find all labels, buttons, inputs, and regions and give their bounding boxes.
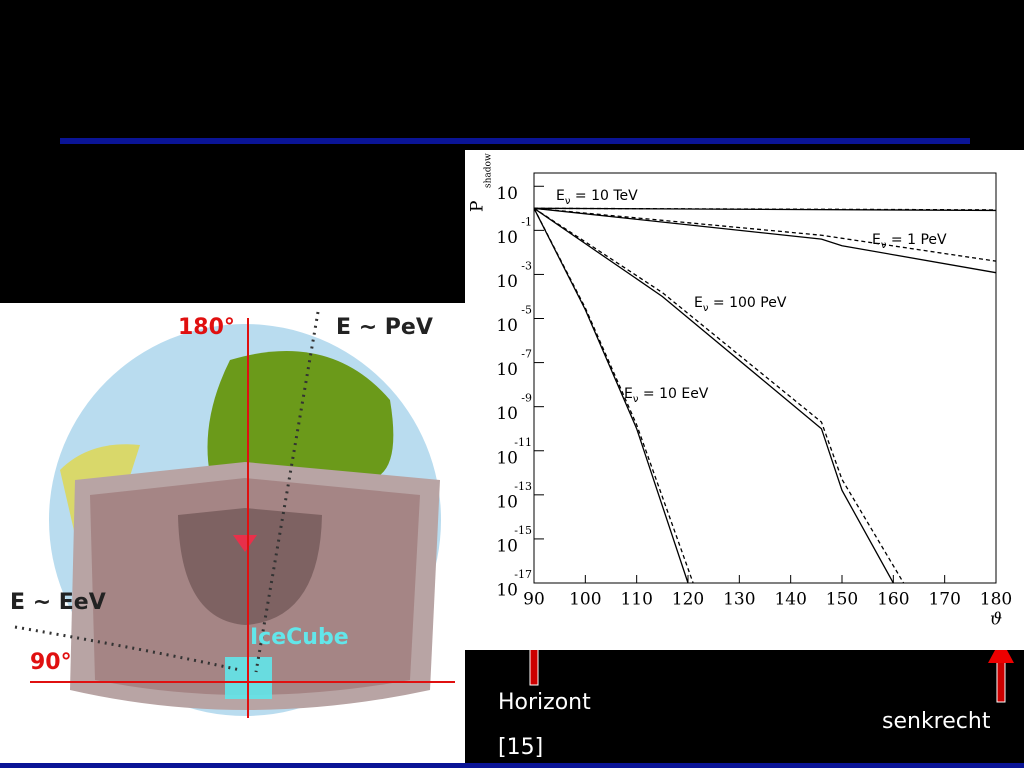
curve-label-part: E (694, 295, 703, 311)
y-tick-exponent: -17 (514, 568, 532, 581)
curve-label: Eν = 10 EeV (624, 386, 709, 405)
series-line (533, 207, 997, 211)
label-180: 180° (178, 315, 235, 340)
curve-label-part: = 100 PeV (708, 295, 786, 311)
y-tick-exponent: -13 (514, 480, 532, 493)
curve-label-part: ν (703, 303, 709, 314)
core (178, 508, 322, 625)
pev-track (254, 311, 320, 673)
y-tick-exponent: -15 (514, 524, 532, 537)
core-marker (233, 535, 257, 552)
x-tick-label: 110 (620, 590, 652, 610)
curve-label-part: ν (565, 196, 571, 207)
series-line (533, 208, 694, 584)
x-tick-label: 140 (774, 590, 806, 610)
curve-label-part: ν (633, 394, 639, 405)
y-tick-exponent: -5 (521, 304, 532, 317)
y-tick-label: 10 (496, 360, 518, 380)
y-tick-exponent: -9 (521, 392, 532, 405)
x-tick-label: 130 (723, 590, 755, 610)
y-axis-label-sub: shadow (484, 153, 494, 188)
x-tick-label: 180 (980, 590, 1012, 610)
y-tick-label: 10 (496, 272, 518, 292)
curve-label-part: = 10 EeV (638, 386, 708, 402)
series-line (533, 207, 905, 584)
y-tick-label: 10 (496, 228, 518, 248)
curve-label-part: E (556, 188, 565, 204)
y-tick-exponent: -7 (521, 348, 532, 361)
bottom-rule (0, 763, 1024, 768)
y-tick-label: 10 (496, 404, 518, 424)
curve-label-part: E (872, 232, 881, 248)
curve-label-part: = 10 TeV (570, 188, 638, 204)
y-tick-label: 10 (496, 448, 518, 468)
y-tick-label: 10 (496, 316, 518, 336)
x-tick-label: 90 (523, 590, 545, 610)
series-line (533, 207, 894, 584)
curve-label-part: = 1 PeV (886, 232, 947, 248)
y-tick-exponent: -3 (521, 259, 532, 272)
label-horizont: Horizont (498, 690, 591, 715)
continent (207, 351, 394, 475)
x-axis-label: ϑ (990, 610, 1002, 630)
curve-label: Eν = 1 PeV (872, 232, 947, 251)
y-tick-label: 10 (496, 536, 518, 556)
chart-panel (465, 150, 1024, 650)
x-tick-label: 100 (569, 590, 601, 610)
curve-label: Eν = 100 PeV (694, 295, 787, 314)
y-tick-label: 10 (496, 492, 518, 512)
y-tick-exponent: -11 (514, 436, 532, 449)
curve-label: Eν = 10 TeV (556, 188, 638, 207)
earth (49, 324, 441, 716)
series-line (533, 207, 997, 274)
citation: [15] (498, 735, 543, 760)
x-tick-label: 160 (877, 590, 909, 610)
x-tick-label: 120 (672, 590, 704, 610)
curve-label-part: ν (881, 240, 887, 251)
x-tick-label: 170 (928, 590, 960, 610)
series-line (533, 207, 997, 262)
label-eev: E ~ EeV (10, 590, 106, 615)
x-tick-label: 150 (826, 590, 858, 610)
y-tick-label: 10 (496, 184, 518, 204)
plot-frame (533, 172, 997, 584)
y-tick-exponent: -1 (521, 215, 532, 228)
label-icecube: IceCube (250, 625, 349, 650)
y-axis-label: P (468, 201, 488, 212)
title-rule (60, 138, 970, 144)
curve-label-part: E (624, 386, 633, 402)
label-pev: E ~ PeV (336, 315, 433, 340)
label-90: 90° (30, 650, 72, 675)
label-senkrecht: senkrecht (882, 709, 991, 734)
arrow-senkrecht (988, 639, 1014, 703)
y-tick-label: 10 (496, 581, 518, 601)
